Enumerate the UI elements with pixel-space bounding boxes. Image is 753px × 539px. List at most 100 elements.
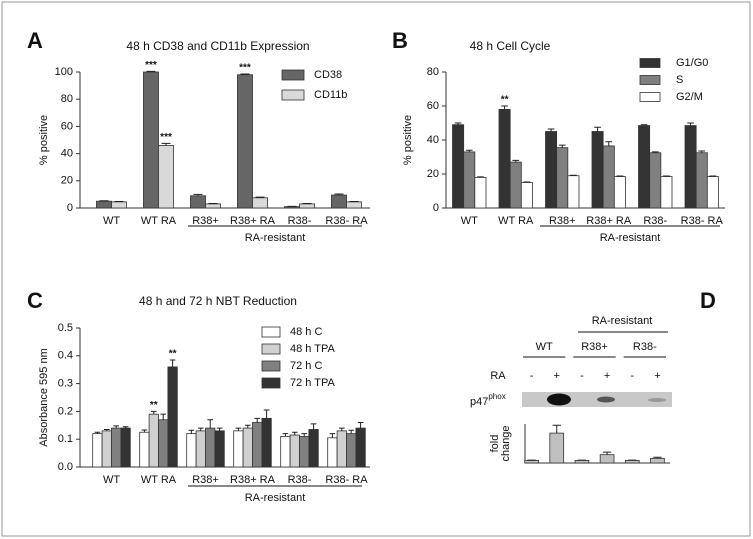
error-bar — [357, 422, 364, 429]
x-tick-label: R38- RA — [681, 215, 724, 227]
bar — [346, 201, 362, 209]
bar — [111, 201, 127, 209]
legend-swatch — [639, 92, 661, 102]
x-tick-label: R38+ — [549, 215, 576, 227]
x-tick-label: R38- — [288, 215, 312, 227]
blot-label: p47phox — [470, 392, 506, 408]
significance: *** — [160, 132, 172, 143]
legend-swatch — [261, 343, 281, 355]
error-bar — [602, 451, 612, 455]
y-tick-label: 0.2 — [58, 405, 73, 417]
legend-swatch — [261, 377, 281, 389]
lane-label: - — [530, 370, 534, 382]
error-bar — [552, 424, 561, 434]
error-bar — [113, 425, 120, 429]
error-bar — [329, 433, 336, 438]
bar — [650, 457, 665, 464]
group-label: RA-resistant — [245, 232, 306, 244]
bar — [167, 366, 178, 468]
error-bar — [193, 193, 203, 196]
blot-label-superscript: phox — [488, 392, 505, 401]
panel-letter: B — [392, 28, 408, 53]
legend-label: 48 h TPA — [290, 343, 336, 355]
bar — [143, 71, 159, 209]
error-bar — [570, 174, 577, 176]
error-bar — [653, 456, 662, 459]
blot-band — [547, 393, 571, 406]
error-bar — [254, 417, 261, 423]
legend-swatch — [281, 89, 305, 101]
y-tick-label: 0.4 — [58, 350, 73, 362]
significance: ** — [501, 95, 509, 106]
y-tick-label: 80 — [427, 66, 439, 78]
bar — [591, 131, 604, 209]
x-tick-label: R38- — [288, 474, 312, 486]
legend-label: CD38 — [314, 69, 342, 81]
y-axis-label: % positive — [38, 115, 50, 165]
legend-label: CD11b — [314, 89, 347, 101]
bar — [524, 459, 539, 464]
blot-band — [648, 398, 666, 402]
error-bar — [616, 175, 624, 177]
error-bar — [146, 70, 156, 72]
error-bar — [94, 431, 101, 434]
bar — [186, 433, 197, 468]
bar — [355, 427, 366, 468]
bar — [638, 125, 651, 209]
y-tick-label: 40 — [61, 148, 73, 160]
legend-swatch — [639, 58, 661, 68]
bar — [195, 430, 206, 468]
error-bar — [454, 122, 462, 125]
y-tick-label: 0.0 — [58, 461, 73, 473]
y-axis-label: Absorbance 595 nm — [38, 348, 50, 446]
bar — [336, 430, 347, 468]
bar — [158, 145, 174, 209]
y-tick-label: 0.1 — [58, 433, 73, 445]
bar — [613, 176, 626, 209]
lane-label: - — [630, 370, 634, 382]
error-bar — [547, 128, 555, 132]
error-bar — [122, 426, 129, 429]
bar — [545, 131, 558, 209]
error-bar — [698, 150, 706, 153]
bar — [252, 422, 263, 468]
y-tick-label: 20 — [61, 175, 73, 187]
legend-label: S — [676, 74, 683, 86]
group-name: WT — [536, 341, 553, 353]
bar — [92, 433, 103, 468]
bar — [299, 203, 315, 209]
error-bar — [348, 429, 355, 434]
bar — [261, 417, 272, 468]
error-bar — [255, 196, 265, 198]
group-label: RA-resistant — [592, 315, 653, 327]
bar — [327, 437, 338, 468]
error-bar — [282, 433, 289, 437]
error-bar — [301, 433, 308, 437]
bar — [474, 176, 487, 209]
y-tick-label: 100 — [55, 66, 73, 78]
x-tick-label: WT — [103, 215, 120, 227]
y-tick-label: 60 — [427, 100, 439, 112]
bar — [498, 109, 511, 209]
bar — [706, 176, 719, 209]
bar — [139, 431, 150, 468]
x-tick-label: R38+ RA — [230, 474, 276, 486]
bar — [299, 436, 310, 468]
error-bar — [605, 141, 613, 146]
chart-title: 48 h and 72 h NBT Reduction — [139, 294, 297, 308]
group-name: R38- — [633, 341, 657, 353]
error-bar — [687, 122, 694, 126]
bar — [289, 434, 300, 468]
legend-label: 72 h C — [290, 360, 322, 372]
error-bar — [651, 151, 659, 153]
group-label: RA-resistant — [600, 232, 661, 244]
group-name: R38+ — [581, 341, 608, 353]
y-axis-label: fold — [489, 435, 501, 453]
y-tick-label: 20 — [427, 168, 439, 180]
bar — [660, 176, 673, 209]
error-bar — [709, 175, 717, 177]
bar — [331, 194, 347, 209]
bar — [463, 151, 476, 209]
row-label: RA — [490, 370, 506, 382]
